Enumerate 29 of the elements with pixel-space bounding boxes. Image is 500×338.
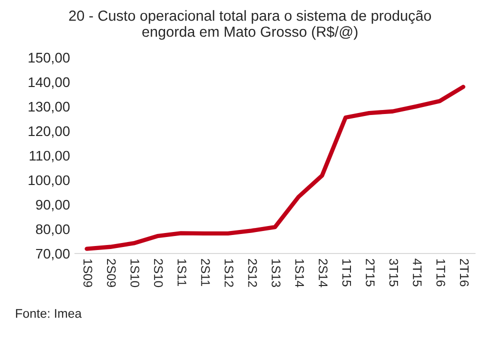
x-tick-label: 1S09 xyxy=(83,259,92,287)
x-tick-label: 1T16 xyxy=(436,259,446,286)
y-tick-label: 140,00 xyxy=(28,77,70,89)
x-tick-label: 2S12 xyxy=(248,258,257,287)
y-tick-label: 90,00 xyxy=(36,200,70,212)
y-tick-label: 150,00 xyxy=(28,52,70,64)
x-tick-label: 2S14 xyxy=(318,258,328,288)
x-tick-label: 4T15 xyxy=(412,258,422,286)
x-tick-label: 2T15 xyxy=(366,258,375,286)
x-tick-label: 2T16 xyxy=(460,258,469,286)
source-note: Fonte: Imea xyxy=(16,309,82,318)
x-tick-label: 2S11 xyxy=(201,258,210,286)
x-tick-label: 1S11 xyxy=(178,259,186,286)
y-tick-label: 100,00 xyxy=(28,175,70,187)
x-tick-label: 2S09 xyxy=(106,258,116,287)
y-tick-label: 110,00 xyxy=(30,150,70,162)
y-tick-label: 120,00 xyxy=(28,126,70,138)
x-tick-label: 1S13 xyxy=(272,259,280,288)
chart-title: 20 - Custo operacional total para o sistema de produção engorda em Mato Grosso (R$/@) xyxy=(69,10,431,40)
y-tick-label: 130,00 xyxy=(28,102,70,114)
x-tick-label: 3T15 xyxy=(389,258,398,286)
y-tick-label: 80,00 xyxy=(36,224,70,236)
x-tick-label: 1T15 xyxy=(342,259,351,286)
y-tick-label: 70,00 xyxy=(36,248,70,260)
x-tick-label: 1S12 xyxy=(224,259,234,287)
x-tick-label: 2S10 xyxy=(154,258,163,288)
line-series xyxy=(84,84,466,251)
x-tick-label: 1S10 xyxy=(130,259,140,288)
x-tick-label: 1S14 xyxy=(295,259,304,288)
